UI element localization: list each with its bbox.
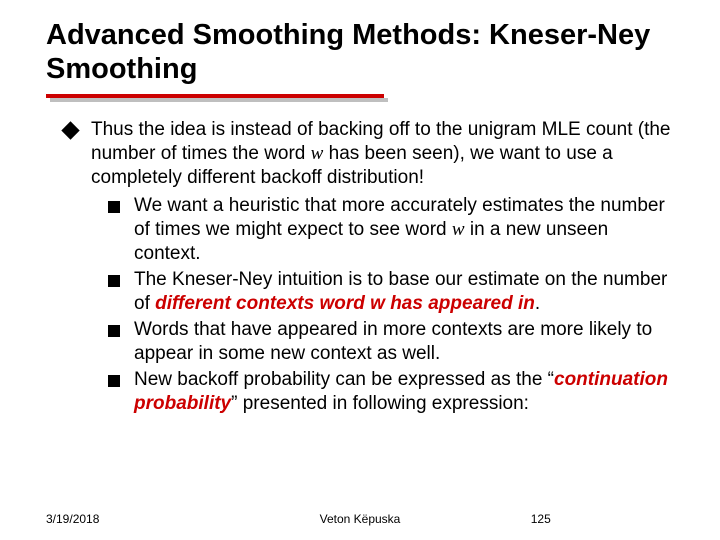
square-bullet-icon: [108, 325, 120, 337]
footer-date: 3/19/2018: [46, 512, 253, 526]
bullet-level2: The Kneser-Ney intuition is to base our …: [108, 268, 680, 316]
bullet-text: Words that have appeared in more context…: [134, 318, 680, 366]
diamond-bullet-icon: [61, 122, 79, 140]
square-bullet-icon: [108, 275, 120, 287]
bullet-level2: We want a heuristic that more accurately…: [108, 194, 680, 266]
square-bullet-icon: [108, 375, 120, 387]
bullet-level2: New backoff probability can be expressed…: [108, 368, 680, 416]
footer-author: Veton Këpuska: [253, 512, 467, 526]
slide-title: Advanced Smoothing Methods: Kneser-Ney S…: [46, 18, 680, 86]
slide-body: Thus the idea is instead of backing off …: [62, 118, 680, 415]
title-underline: [46, 94, 680, 102]
footer-page-number: 125: [467, 512, 674, 526]
bullet-level1: Thus the idea is instead of backing off …: [62, 118, 680, 190]
bullet-text: Thus the idea is instead of backing off …: [91, 118, 680, 190]
bullet-text: New backoff probability can be expressed…: [134, 368, 680, 416]
sub-bullet-list: We want a heuristic that more accurately…: [108, 194, 680, 415]
square-bullet-icon: [108, 201, 120, 213]
slide-footer: 3/19/2018 Veton Këpuska 125: [0, 512, 720, 526]
bullet-text: The Kneser-Ney intuition is to base our …: [134, 268, 680, 316]
bullet-level2: Words that have appeared in more context…: [108, 318, 680, 366]
bullet-text: We want a heuristic that more accurately…: [134, 194, 680, 266]
